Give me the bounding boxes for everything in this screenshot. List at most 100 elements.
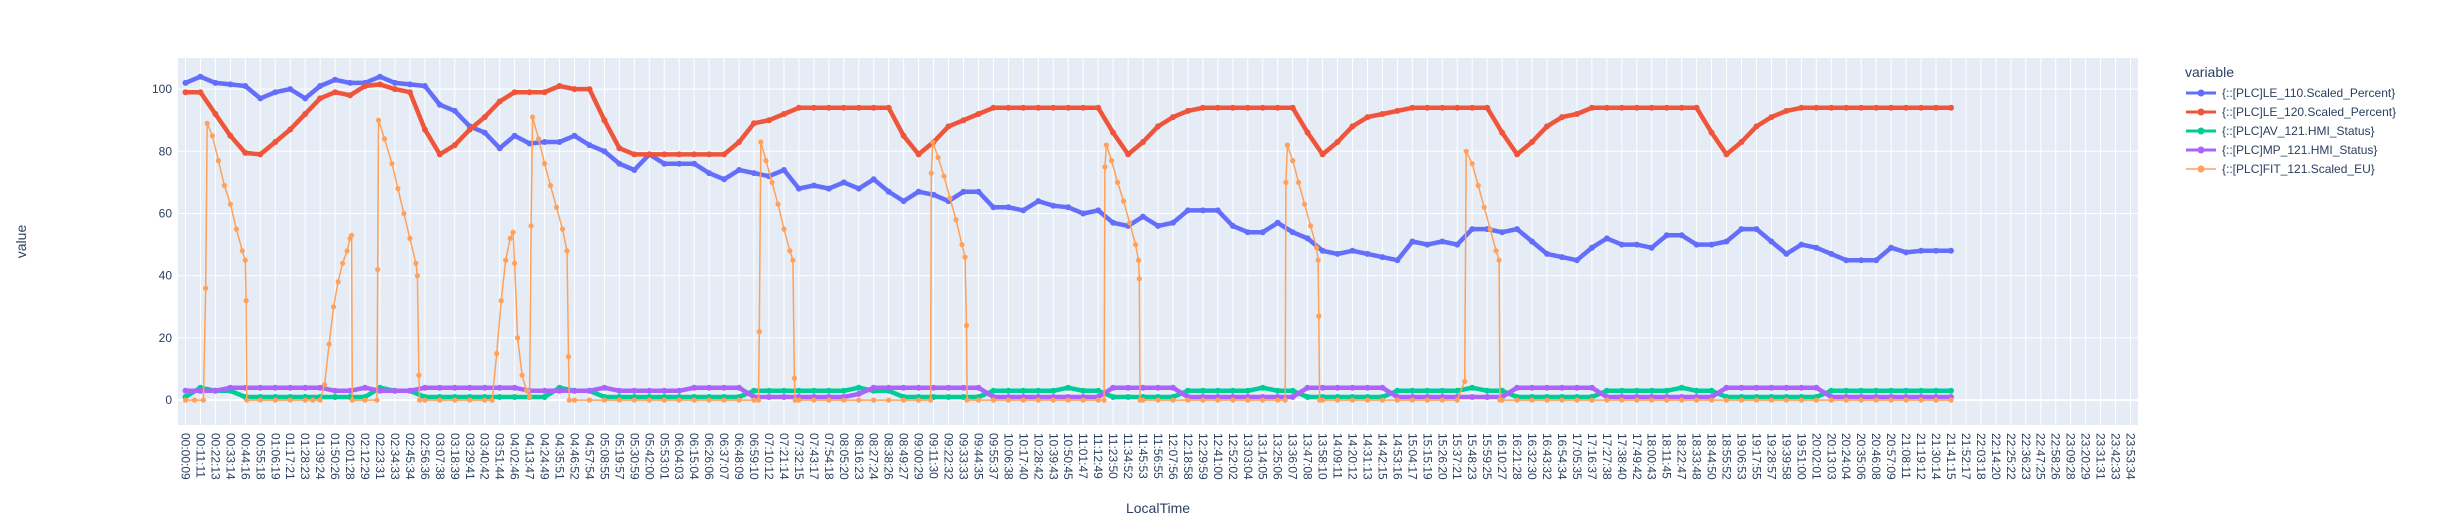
data-point (1050, 387, 1057, 394)
x-tick-label: 11:56:55 (1151, 433, 1165, 479)
data-point (1888, 244, 1895, 251)
data-point (375, 117, 382, 123)
data-point (541, 139, 548, 145)
data-point (1289, 394, 1296, 400)
data-point (947, 195, 953, 201)
data-point (344, 248, 350, 254)
x-tick-label: 13:03:04 (1241, 433, 1255, 480)
data-point (503, 257, 509, 263)
data-point (1103, 142, 1109, 148)
x-tick-label: 06:48:09 (732, 433, 746, 480)
data-point (1633, 387, 1640, 394)
data-point (489, 397, 495, 403)
x-tick-label: 16:10:27 (1495, 433, 1509, 480)
data-point (377, 73, 383, 80)
x-tick-label: 12:29:59 (1196, 433, 1210, 480)
data-point (526, 89, 533, 96)
data-point (751, 120, 757, 127)
data-point (915, 188, 922, 195)
x-tick-label: 06:15:04 (687, 433, 701, 480)
data-point (1349, 247, 1356, 254)
data-point (407, 235, 413, 241)
data-point (1858, 397, 1864, 403)
legend-item[interactable]: {::[PLC]LE_110.Scaled_Percent} (2186, 86, 2395, 100)
data-point (1080, 210, 1087, 217)
data-point (885, 384, 892, 391)
x-tick-label: 02:23:31 (373, 433, 387, 480)
x-tick-label: 10:39:43 (1046, 433, 1060, 480)
data-point (885, 188, 892, 195)
data-point (900, 132, 907, 139)
legend[interactable]: variable {::[PLC]LE_110.Scaled_Percent}{… (2185, 64, 2396, 176)
legend-item[interactable]: {::[PLC]AV_121.HMI_Status} (2186, 124, 2375, 138)
y-tick-label: 0 (165, 393, 172, 407)
data-point (1379, 111, 1386, 117)
data-point (302, 111, 309, 117)
data-point (481, 384, 488, 391)
data-point (661, 160, 668, 167)
x-tick-label: 07:43:17 (807, 433, 821, 480)
x-tick-label: 22:14:20 (1989, 433, 2003, 480)
data-point (1308, 223, 1314, 229)
data-point (212, 79, 219, 86)
x-tick-label: 09:55:37 (986, 433, 1000, 480)
x-tick-label: 18:33:48 (1690, 433, 1704, 480)
data-point (751, 397, 757, 403)
data-point (1663, 104, 1670, 111)
data-point (825, 104, 832, 111)
data-point (1589, 397, 1595, 403)
data-point (1484, 394, 1491, 400)
data-point (691, 397, 697, 403)
data-point (781, 167, 787, 173)
legend-label: {::[PLC]FIT_121.Scaled_EU} (2222, 162, 2375, 176)
data-point (1155, 384, 1161, 391)
x-tick-label: 11:23:50 (1106, 433, 1120, 479)
x-tick-label: 14:09:11 (1331, 433, 1345, 479)
data-point (1244, 387, 1251, 394)
data-point (317, 95, 324, 102)
data-point (1109, 158, 1115, 164)
data-point (1514, 397, 1520, 403)
data-point (203, 285, 209, 291)
data-point (227, 384, 234, 391)
data-point (209, 133, 215, 139)
data-point (1454, 104, 1461, 111)
data-point (1379, 397, 1385, 403)
data-point (616, 387, 623, 394)
data-point (1948, 247, 1954, 254)
data-point (481, 129, 488, 136)
data-point (1475, 182, 1481, 189)
x-tick-label: 10:06:38 (1001, 433, 1015, 480)
data-point (676, 160, 683, 167)
data-point (1080, 387, 1087, 394)
data-point (1454, 397, 1460, 403)
x-tick-label: 18:44:50 (1705, 433, 1719, 480)
data-point (1918, 387, 1925, 394)
data-point (1050, 202, 1057, 209)
data-point (915, 151, 922, 158)
x-tick-label: 16:21:28 (1510, 433, 1524, 480)
data-point (1364, 250, 1371, 257)
data-point (496, 98, 503, 105)
data-point (990, 104, 997, 111)
data-point (482, 397, 488, 403)
x-tick-label: 15:04:17 (1405, 433, 1419, 480)
data-point (1184, 107, 1191, 114)
data-point (870, 176, 877, 183)
data-point (1334, 250, 1341, 257)
data-point (930, 139, 936, 145)
legend-item[interactable]: {::[PLC]MP_121.HMI_Status} (2186, 143, 2377, 157)
x-tick-label: 12:07:56 (1166, 433, 1180, 480)
legend-item[interactable]: {::[PLC]FIT_121.Scaled_EU} (2186, 162, 2375, 176)
data-point (1282, 397, 1288, 403)
data-point (1289, 104, 1296, 111)
x-tick-label: 17:16:37 (1585, 433, 1599, 480)
data-point (1296, 179, 1302, 185)
data-point (1005, 204, 1012, 211)
legend-item[interactable]: {::[PLC]LE_120.Scaled_Percent} (2186, 105, 2396, 119)
data-point (1349, 397, 1356, 403)
data-point (182, 387, 189, 394)
data-point (1364, 384, 1371, 391)
data-point (616, 397, 623, 403)
data-point (1394, 257, 1401, 264)
